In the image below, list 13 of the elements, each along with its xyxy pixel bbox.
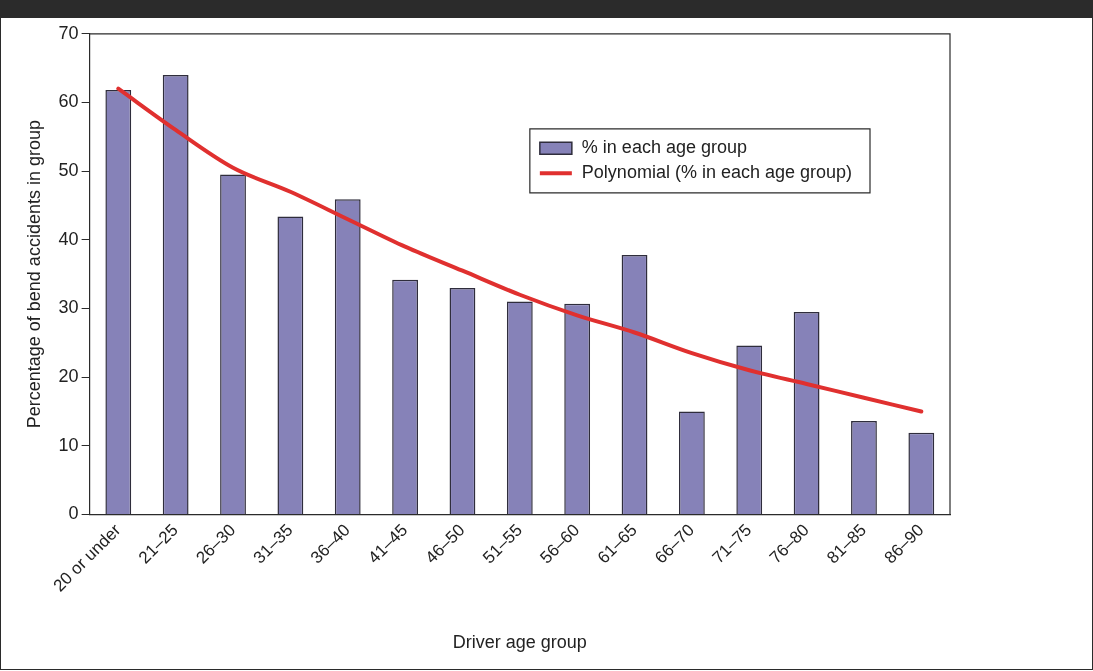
y-tick-label: 20 xyxy=(58,366,79,387)
y-tick-label: 50 xyxy=(58,160,79,181)
y-tick-label: 10 xyxy=(58,434,79,455)
y-tick-label: 70 xyxy=(58,22,79,43)
y-tick-label: 0 xyxy=(68,503,79,524)
legend-label: % in each age group xyxy=(581,137,747,158)
line-series xyxy=(116,86,924,414)
y-axis-title: Percentage of bend accidents in group xyxy=(23,120,44,429)
x-axis-title: Driver age group xyxy=(452,632,587,653)
legend-label: Polynomial (% in each age group) xyxy=(581,162,853,183)
y-tick-label: 60 xyxy=(58,91,79,112)
y-tick-label: 40 xyxy=(58,228,79,249)
y-tick-label: 30 xyxy=(58,297,79,318)
